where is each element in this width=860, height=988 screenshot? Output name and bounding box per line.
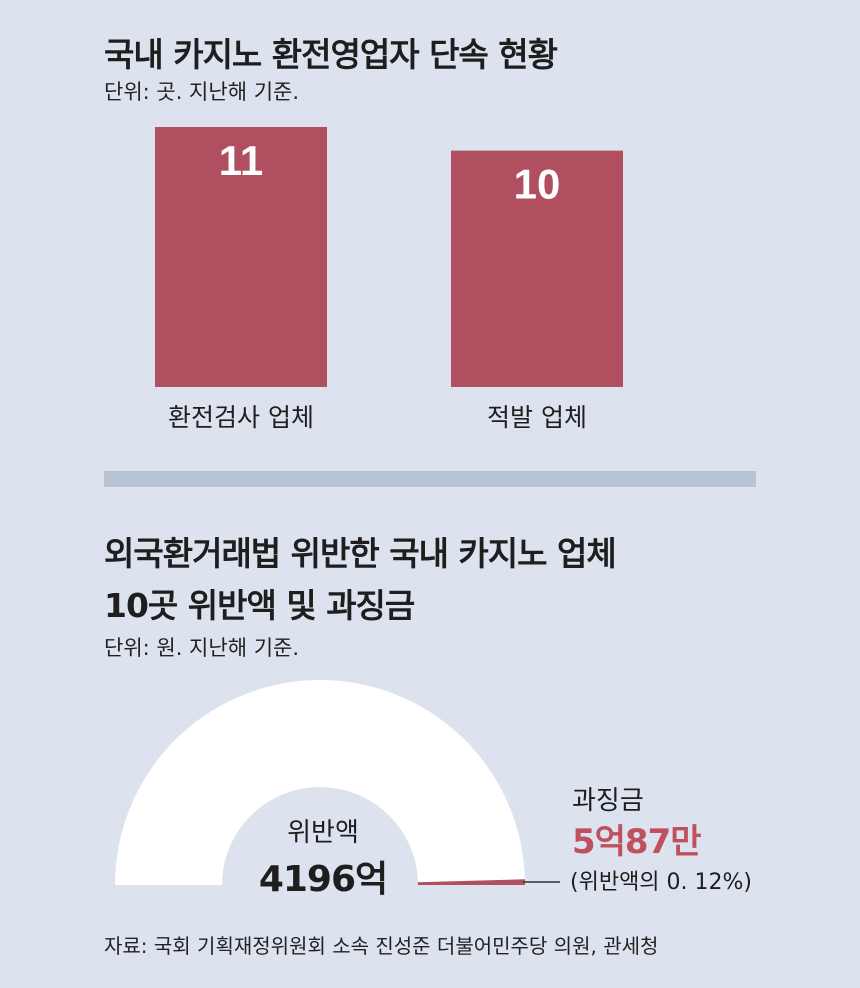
fine-label: 과징금 <box>572 786 644 816</box>
fine-value: 5억87만 <box>572 822 702 862</box>
section-divider <box>104 471 756 487</box>
fine-ratio-note: (위반액의 0. 12%) <box>570 870 753 895</box>
bar-value-label-2: 10 <box>514 161 561 208</box>
bar-chart: 11 환전검사 업체 10 적발 업체 <box>155 127 623 432</box>
bar-1 <box>155 127 327 387</box>
bar-category-label-2: 적발 업체 <box>487 403 587 432</box>
chart1-unit: 단위: 곳. 지난해 기준. <box>104 80 300 104</box>
chart2-title-line1: 외국환거래법 위반한 국내 카지노 업체 <box>104 534 617 573</box>
chart1-title: 국내 카지노 환전영업자 단속 현황 <box>104 35 558 74</box>
chart2-title-line2: 10곳 위반액 및 과징금 <box>104 586 415 625</box>
donut-slice-violation <box>115 680 525 885</box>
chart2-unit: 단위: 원. 지난해 기준. <box>104 636 300 660</box>
donut-slice-fine <box>417 879 525 885</box>
violation-value: 4196억 <box>258 859 388 900</box>
violation-label: 위반액 <box>287 818 359 848</box>
bar-2 <box>451 150 623 387</box>
source-note: 자료: 국회 기획재정위원회 소속 진성준 더불어민주당 의원, 관세청 <box>104 934 659 958</box>
bar-category-label-1: 환전검사 업체 <box>168 403 314 432</box>
bar-value-label-1: 11 <box>219 137 263 184</box>
